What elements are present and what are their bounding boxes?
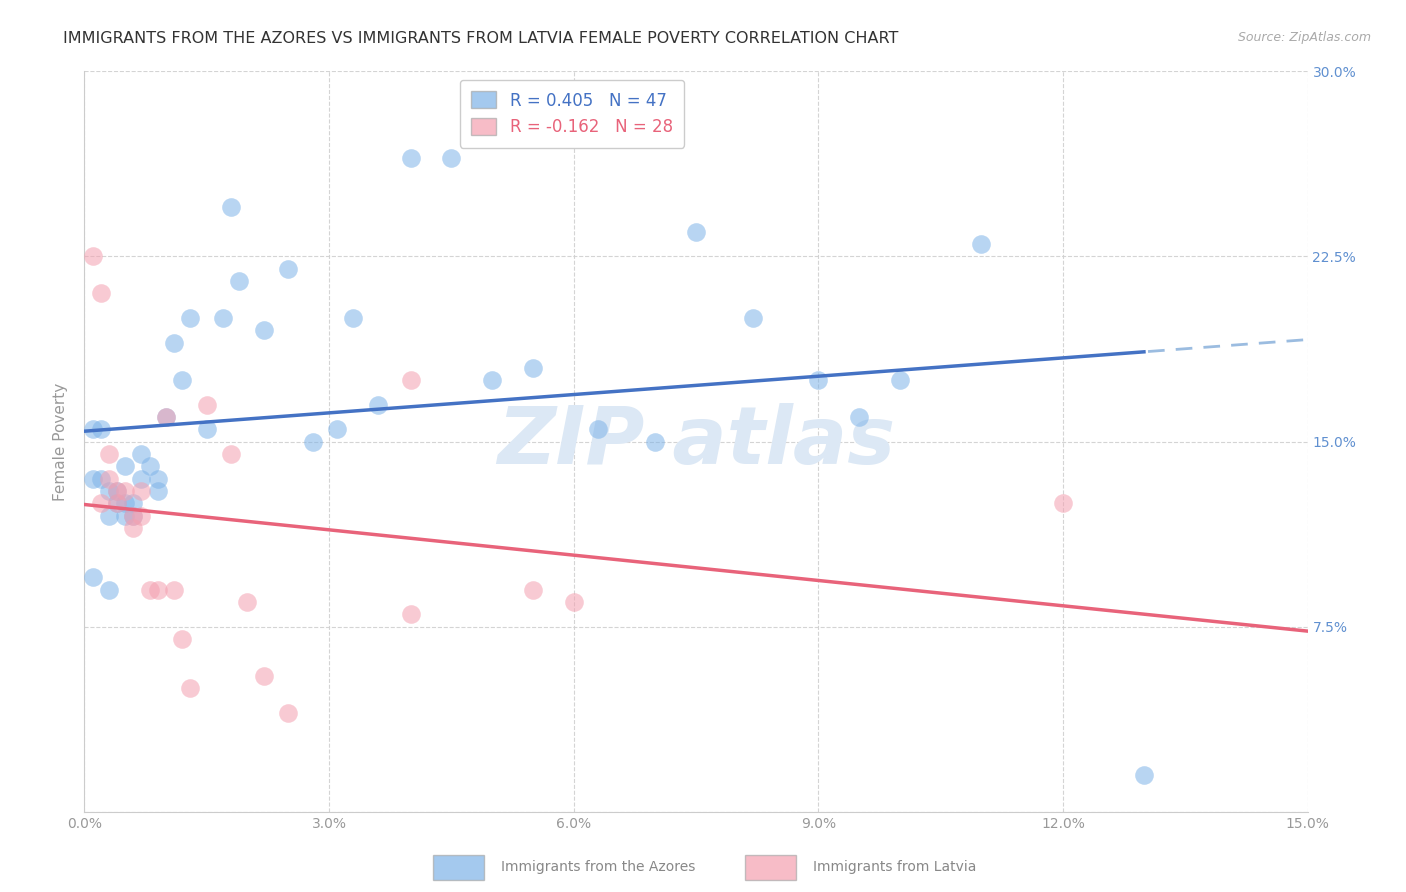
- Point: [146, 483, 169, 498]
- Point: [481, 373, 503, 387]
- Point: [644, 434, 666, 449]
- Point: [138, 582, 160, 597]
- Text: Source: ZipAtlas.com: Source: ZipAtlas.com: [1237, 31, 1371, 45]
- Point: [586, 422, 609, 436]
- Point: [155, 409, 177, 424]
- Point: [522, 582, 544, 597]
- Point: [179, 681, 201, 696]
- Point: [219, 200, 242, 214]
- Point: [236, 595, 259, 609]
- Point: [97, 447, 120, 461]
- Point: [90, 496, 112, 510]
- Point: [105, 496, 128, 510]
- Bar: [433, 855, 484, 880]
- Point: [105, 483, 128, 498]
- Legend: R = 0.405   N = 47, R = -0.162   N = 28: R = 0.405 N = 47, R = -0.162 N = 28: [460, 79, 685, 148]
- Point: [228, 274, 250, 288]
- Point: [90, 286, 112, 301]
- Point: [562, 595, 585, 609]
- Point: [122, 521, 145, 535]
- Point: [253, 324, 276, 338]
- Point: [114, 496, 136, 510]
- Point: [122, 508, 145, 523]
- Point: [82, 471, 104, 485]
- Point: [122, 496, 145, 510]
- Text: Immigrants from Latvia: Immigrants from Latvia: [813, 861, 976, 874]
- Point: [399, 151, 422, 165]
- Point: [155, 409, 177, 424]
- Point: [326, 422, 349, 436]
- Point: [163, 335, 186, 350]
- Point: [97, 508, 120, 523]
- Point: [277, 261, 299, 276]
- Point: [105, 496, 128, 510]
- Point: [146, 582, 169, 597]
- Y-axis label: Female Poverty: Female Poverty: [53, 383, 69, 500]
- Point: [195, 398, 218, 412]
- Point: [97, 471, 120, 485]
- Point: [522, 360, 544, 375]
- Point: [212, 311, 235, 326]
- Point: [742, 311, 765, 326]
- Point: [277, 706, 299, 720]
- Point: [82, 249, 104, 264]
- Point: [1133, 767, 1156, 781]
- Point: [253, 669, 276, 683]
- Point: [172, 373, 194, 387]
- Point: [367, 398, 389, 412]
- Point: [301, 434, 323, 449]
- Point: [146, 471, 169, 485]
- Point: [219, 447, 242, 461]
- Point: [114, 508, 136, 523]
- Point: [114, 459, 136, 474]
- Point: [1052, 496, 1074, 510]
- Point: [399, 373, 422, 387]
- Point: [138, 459, 160, 474]
- Point: [342, 311, 364, 326]
- Point: [114, 483, 136, 498]
- Point: [889, 373, 911, 387]
- Text: IMMIGRANTS FROM THE AZORES VS IMMIGRANTS FROM LATVIA FEMALE POVERTY CORRELATION : IMMIGRANTS FROM THE AZORES VS IMMIGRANTS…: [63, 31, 898, 46]
- Point: [685, 225, 707, 239]
- Point: [90, 471, 112, 485]
- Point: [163, 582, 186, 597]
- Point: [440, 151, 463, 165]
- Point: [807, 373, 830, 387]
- Point: [82, 570, 104, 584]
- Point: [131, 508, 153, 523]
- Point: [97, 483, 120, 498]
- Point: [195, 422, 218, 436]
- Point: [970, 237, 993, 252]
- Text: ZIP atlas: ZIP atlas: [496, 402, 896, 481]
- Point: [172, 632, 194, 646]
- Point: [399, 607, 422, 622]
- Point: [105, 483, 128, 498]
- Point: [131, 471, 153, 485]
- Point: [82, 422, 104, 436]
- Point: [848, 409, 870, 424]
- Bar: [745, 855, 796, 880]
- Point: [131, 483, 153, 498]
- Point: [97, 582, 120, 597]
- Point: [122, 508, 145, 523]
- Point: [179, 311, 201, 326]
- Point: [131, 447, 153, 461]
- Point: [90, 422, 112, 436]
- Text: Immigrants from the Azores: Immigrants from the Azores: [501, 861, 695, 874]
